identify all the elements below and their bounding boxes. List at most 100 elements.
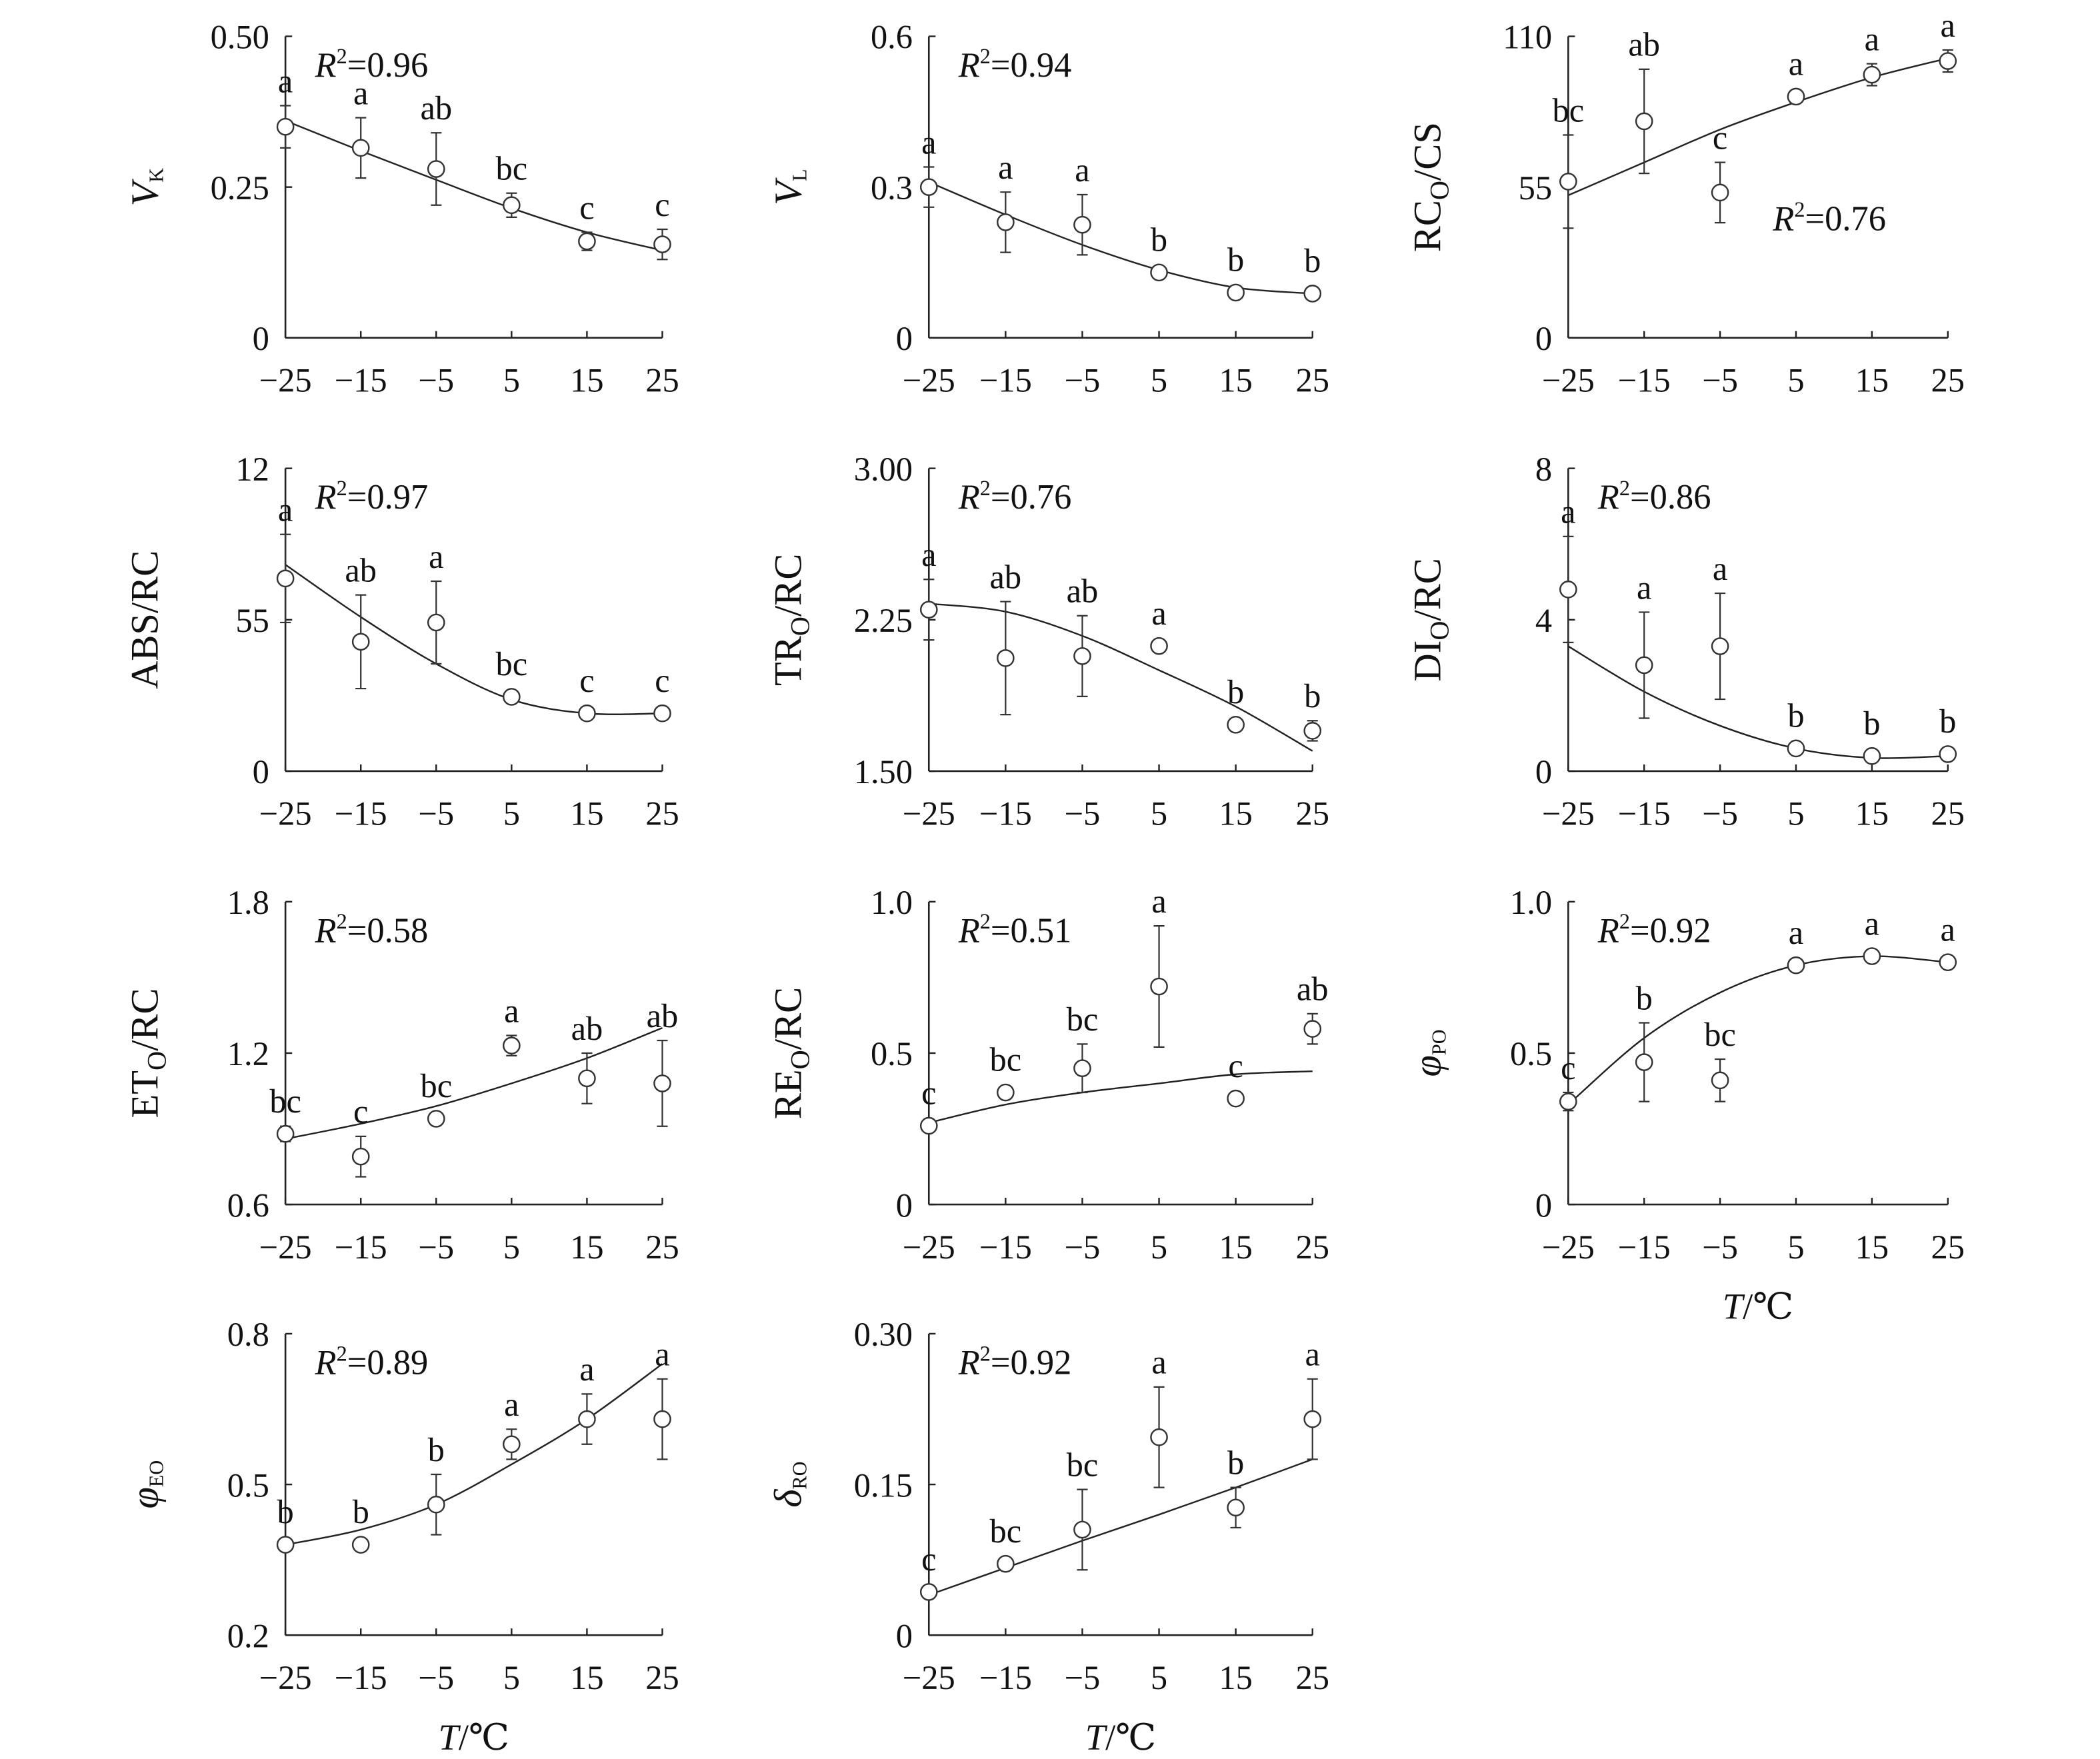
data-point [1787,87,1805,106]
r-value: =0.86 [1630,478,1711,517]
r-superscript: 2 [1619,476,1630,500]
data-point [1227,1498,1245,1517]
r-value: =0.89 [347,1344,428,1382]
data-point [919,1116,938,1135]
data-point [1635,112,1653,131]
fit-curve [928,181,1313,295]
r-superscript: 2 [1794,197,1805,221]
y-label-sub: O [785,617,815,636]
x-tick-label: −5 [1065,1228,1101,1266]
significance-letter: b [1787,697,1804,735]
data-point [1150,1428,1168,1446]
x-tick-label: −5 [1065,362,1101,399]
significance-letter: a [1865,904,1879,942]
data-point [997,1083,1015,1102]
significance-letter: ab [571,1010,603,1047]
significance-letter: a [998,149,1013,186]
data-point [1227,715,1245,734]
data-point [351,1147,370,1166]
x-tick-label: 5 [1151,1659,1167,1696]
x-tick-label: 15 [1219,795,1252,833]
fit-curve [285,1363,663,1546]
significance-letter: c [579,189,594,226]
r-squared-label: R2=0.94 [958,44,1072,85]
data-point [578,1069,596,1088]
fit-curve [928,1458,1313,1596]
data-point [427,1495,445,1514]
data-point [1787,956,1805,974]
significance-letter: ab [1628,26,1660,63]
r-superscript: 2 [337,1341,347,1365]
data-point [919,1583,938,1601]
y-label-sub: O [1425,621,1455,641]
x-tick-label: −15 [979,795,1032,833]
data-point [1303,1020,1322,1038]
fit-curve [1567,955,1948,1106]
y-axis-label: ETO/RC [123,988,171,1118]
x-tick-label: −25 [903,795,955,833]
y-tick-label: 0 [896,1617,913,1654]
y-axis-label: ABS/RC [123,551,166,689]
y-axis-label: δRO [766,1461,811,1507]
x-tick-label: −25 [1542,362,1595,399]
data-point [1711,183,1729,202]
x-tick-label: −15 [1618,795,1671,833]
y-label-sub: O [1425,181,1455,200]
significance-letter: a [1713,550,1727,587]
x-tick-label: 5 [1787,795,1804,833]
y-tick-label: 0.5 [227,1466,269,1504]
panel-delta-ro: 0 0.15 0.30 −25 −15 −5 5 15 25 δRO c bc bc a b a R2=0.92… [766,1316,1329,1758]
data-point [276,1124,295,1143]
x-label-unit: /℃ [1743,1286,1793,1327]
significance-letter: a [1151,595,1166,632]
r-symbol: R [1597,911,1619,950]
y-label-main: ABS/RC [123,551,166,689]
significance-letter: a [353,74,368,111]
x-tick-label: −15 [979,1228,1032,1266]
significance-letter: c [579,662,594,699]
y-axis-label: φEO [123,1460,167,1509]
x-tick-label: 15 [570,1228,603,1266]
x-label-symbol: T [1723,1286,1745,1327]
y-tick-label: 0 [253,753,269,791]
y-tick-label: 1.0 [1510,884,1552,921]
r-squared-label: R2=0.92 [1597,909,1711,950]
panel-eto-rc: 0.6 1.2 1.8 −25 −15 −5 5 15 25 ETO/RC bc c bc a ab ab R2… [123,884,679,1266]
y-tick-label: 1.50 [854,753,913,791]
significance-letter: b [1151,221,1167,259]
x-tick-label: −15 [335,362,387,399]
r-superscript: 2 [337,909,347,933]
y-label-rest: /RC [766,554,809,617]
significance-letter: a [655,1336,669,1373]
r-value: =0.96 [347,46,428,85]
r-squared-label: R2=0.51 [958,909,1072,950]
y-tick-label: 0.8 [227,1316,269,1353]
significance-letter: c [1228,1047,1243,1084]
panel-phi-po: 0 0.5 1.0 −25 −15 −5 5 15 25 φPO c b bc a a a R2=0.92 T/℃ [1406,884,1965,1327]
data-point [1303,285,1322,303]
significance-letter: a [1151,1344,1166,1381]
x-tick-label: −15 [1618,362,1671,399]
x-tick-label: −15 [335,1228,387,1266]
significance-letter: b [1227,241,1244,279]
significance-letter: b [1939,703,1956,740]
r-value: =0.58 [347,911,428,950]
x-tick-label: 5 [503,1228,520,1266]
significance-letter: a [278,62,293,99]
data-point [1787,739,1805,758]
x-label-symbol: T [439,1717,461,1758]
x-tick-label: 5 [1787,1228,1804,1266]
data-point [653,1074,671,1092]
x-tick-label: 5 [1151,362,1167,399]
y-tick-label: 3.00 [854,451,913,488]
significance-letter: b [1227,1444,1244,1481]
significance-letter: a [1305,1336,1320,1373]
significance-letter: c [655,186,669,223]
r-symbol: R [315,46,337,85]
y-tick-label: 0.25 [211,169,269,207]
r-superscript: 2 [337,44,347,68]
y-tick-label: 12 [235,451,269,488]
y-label-main: RE [766,1069,809,1119]
y-axis-label: DIO/RC [1406,558,1455,681]
